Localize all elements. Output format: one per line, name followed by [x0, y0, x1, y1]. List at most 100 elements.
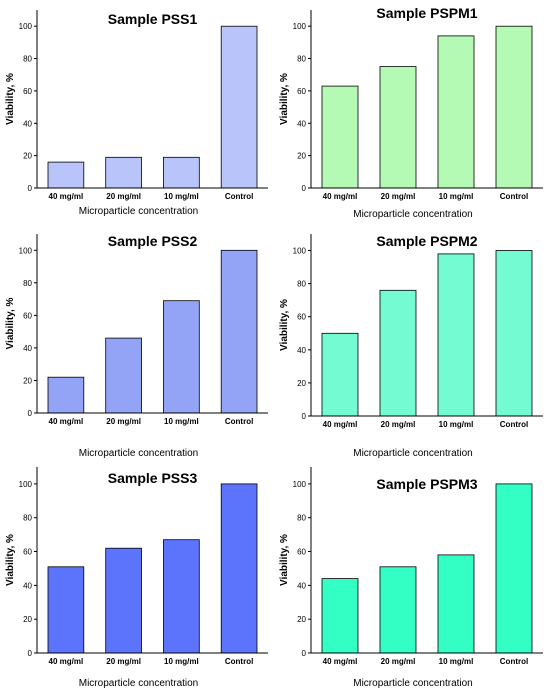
x-axis-label: Microparticle concentration — [353, 678, 473, 689]
y-axis-label: Viability, % — [279, 73, 290, 125]
y-tick-label: 60 — [23, 87, 32, 96]
x-tick-label: Control — [500, 657, 528, 666]
y-tick-label: 0 — [302, 184, 307, 193]
bar-4 — [220, 25, 258, 189]
bar-2 — [379, 289, 417, 417]
chart-panel-5: 40 mg/ml 20 mg/ml 10 mg/ml Control 0 20 40 60 80… — [5, 467, 268, 689]
y-tick-label: 0 — [28, 649, 33, 658]
bar-3 — [163, 156, 200, 189]
y-tick-label: 100 — [293, 247, 307, 256]
y-tick-label: 60 — [23, 311, 32, 320]
y-axis-label: Viability, % — [279, 534, 290, 586]
x-tick-label: 10 mg/ml — [164, 657, 199, 666]
x-tick-label: 20 mg/ml — [381, 192, 416, 201]
bar-1 — [321, 578, 359, 654]
x-tick-label: 10 mg/ml — [164, 192, 199, 201]
bar-3 — [437, 253, 475, 417]
y-tick-label: 0 — [28, 409, 33, 418]
y-tick-label: 60 — [297, 313, 306, 322]
chart-title: Sample PSPM3 — [376, 476, 477, 492]
y-tick-label: 0 — [302, 649, 307, 658]
y-tick-label: 100 — [19, 480, 33, 489]
chart-title: Sample PSS1 — [108, 11, 198, 27]
bar-3 — [437, 554, 475, 654]
chart-panel-1: 40 mg/ml 20 mg/ml 10 mg/ml Control 0 20 40 60 80… — [5, 10, 268, 217]
bar-2 — [105, 337, 142, 414]
y-tick-label: 40 — [297, 119, 306, 128]
bar-3 — [163, 539, 200, 654]
x-tick-label: 10 mg/ml — [439, 192, 474, 201]
y-tick-label: 20 — [297, 379, 306, 388]
x-tick-label: 20 mg/ml — [381, 420, 416, 429]
y-tick-label: 40 — [23, 119, 32, 128]
bar-2 — [105, 547, 142, 654]
bar-4 — [220, 249, 258, 414]
x-tick-label: 20 mg/ml — [106, 192, 141, 201]
y-tick-label: 20 — [23, 152, 32, 161]
x-tick-label: 40 mg/ml — [49, 417, 84, 426]
y-axis-label: Viability, % — [5, 534, 16, 586]
bar-1 — [47, 161, 85, 189]
bar-4 — [495, 483, 533, 654]
x-tick-label: 10 mg/ml — [439, 420, 474, 429]
x-axis-label: Microparticle concentration — [79, 678, 199, 689]
y-tick-label: 80 — [23, 279, 32, 288]
x-tick-label: 40 mg/ml — [323, 657, 358, 666]
chart-title: Sample PSS3 — [108, 470, 198, 486]
bar-2 — [105, 156, 142, 189]
y-tick-label: 20 — [23, 377, 32, 386]
bar-1 — [321, 332, 359, 417]
bar-2 — [379, 566, 417, 654]
chart-panel-2: 40 mg/ml 20 mg/ml 10 mg/ml Control 0 20 40 60 80… — [279, 5, 543, 220]
x-tick-label: 40 mg/ml — [323, 420, 358, 429]
chart-title: Sample PSS2 — [108, 233, 198, 249]
x-tick-label: Control — [225, 192, 253, 201]
y-tick-label: 0 — [28, 184, 33, 193]
x-axis-label: Microparticle concentration — [353, 209, 473, 220]
y-tick-label: 60 — [23, 548, 32, 557]
y-tick-label: 0 — [302, 412, 307, 421]
bar-2 — [379, 66, 417, 189]
y-axis-label: Viability, % — [5, 73, 16, 125]
y-tick-label: 100 — [19, 22, 33, 31]
x-tick-label: 40 mg/ml — [323, 192, 358, 201]
bar-1 — [47, 566, 85, 654]
bar-3 — [163, 300, 200, 414]
y-tick-label: 20 — [297, 615, 306, 624]
chart-title: Sample PSPM2 — [376, 233, 477, 249]
y-tick-label: 20 — [297, 152, 306, 161]
y-tick-label: 80 — [23, 514, 32, 523]
x-axis-label: Microparticle concentration — [353, 448, 473, 459]
x-tick-label: 20 mg/ml — [381, 657, 416, 666]
x-tick-label: 40 mg/ml — [49, 192, 84, 201]
bar-1 — [321, 85, 359, 189]
chart-panel-3: 40 mg/ml 20 mg/ml 10 mg/ml Control 0 20 40 60 80… — [5, 233, 268, 459]
x-tick-label: Control — [225, 417, 253, 426]
y-tick-label: 40 — [297, 581, 306, 590]
bar-4 — [495, 250, 533, 417]
bar-4 — [220, 483, 258, 654]
x-axis-label: Microparticle concentration — [79, 448, 199, 459]
x-tick-label: 20 mg/ml — [106, 657, 141, 666]
y-tick-label: 40 — [23, 581, 32, 590]
y-tick-label: 80 — [297, 55, 306, 64]
y-tick-label: 60 — [297, 548, 306, 557]
x-tick-label: 20 mg/ml — [106, 417, 141, 426]
x-tick-label: 40 mg/ml — [49, 657, 84, 666]
chart-panel-4: 40 mg/ml 20 mg/ml 10 mg/ml Control 0 20 40 60 80… — [279, 233, 543, 459]
y-tick-label: 20 — [23, 615, 32, 624]
x-tick-label: Control — [500, 420, 528, 429]
x-tick-label: Control — [225, 657, 253, 666]
bar-4 — [495, 25, 533, 189]
y-tick-label: 100 — [293, 480, 307, 489]
y-axis-label: Viability, % — [5, 297, 16, 349]
y-tick-label: 40 — [297, 346, 306, 355]
y-tick-label: 40 — [23, 344, 32, 353]
x-tick-label: 10 mg/ml — [164, 417, 199, 426]
x-tick-label: Control — [500, 192, 528, 201]
x-tick-label: 10 mg/ml — [439, 657, 474, 666]
y-tick-label: 100 — [19, 246, 33, 255]
chart-panel-6: 40 mg/ml 20 mg/ml 10 mg/ml Control 0 20 40 60 80… — [279, 467, 543, 689]
bar-3 — [437, 35, 475, 189]
